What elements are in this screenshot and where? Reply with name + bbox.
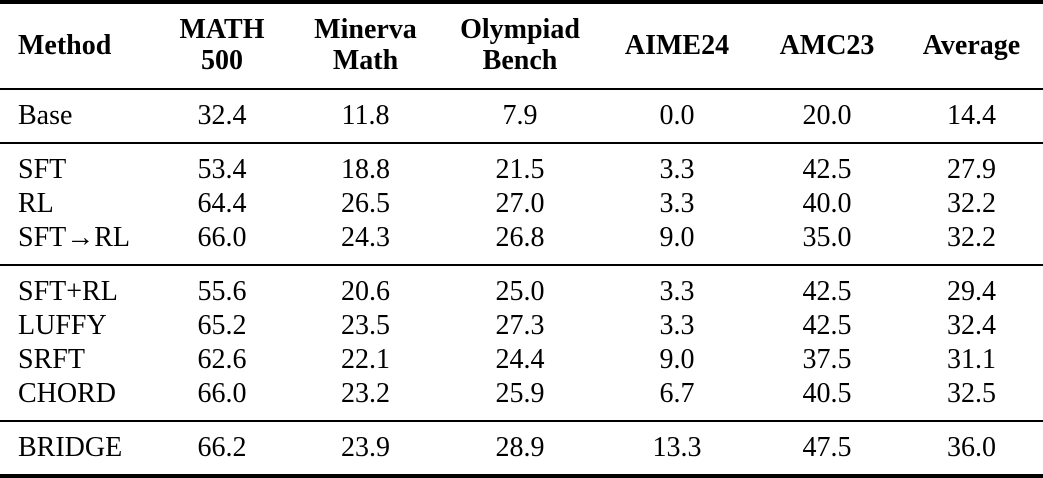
- value-cell: 26.5: [341, 188, 390, 219]
- value-cell: 25.0: [495, 276, 545, 307]
- table-row: LUFFY 65.2 23.5 27.3 3.3 42.5 32.4: [0, 309, 1043, 343]
- column-header-math500: MATH 500: [179, 14, 265, 76]
- table-row: SFT 53.4 18.8 21.5 3.3 42.5 27.9: [0, 143, 1043, 187]
- value-cell: 13.3: [652, 432, 702, 463]
- column-header-average: Average: [922, 29, 1021, 61]
- column-header-amc23: AMC23: [779, 29, 875, 61]
- table-row: SFT+RL 55.6 20.6 25.0 3.3 42.5 29.4: [0, 265, 1043, 309]
- value-cell: 66.0: [197, 378, 247, 409]
- value-cell: 21.5: [495, 154, 545, 185]
- value-cell: 40.5: [802, 378, 852, 409]
- column-header-method: Method: [18, 29, 112, 61]
- value-cell: 9.0: [659, 222, 695, 253]
- value-cell: 42.5: [802, 276, 852, 307]
- value-cell: 24.3: [341, 222, 390, 253]
- table-group-base: Base 32.4 11.8 7.9 0.0 20.0 14.4: [0, 89, 1043, 143]
- table-row: RL 64.4 26.5 27.0 3.3 40.0 32.2: [0, 187, 1043, 221]
- value-cell: 29.4: [947, 276, 996, 307]
- value-cell: 3.3: [659, 276, 695, 307]
- value-cell: 27.3: [495, 310, 545, 341]
- value-cell: 0.0: [659, 100, 695, 131]
- value-cell: 53.4: [197, 154, 247, 185]
- value-cell: 26.8: [495, 222, 545, 253]
- table-row: SFT→RL 66.0 24.3 26.8 9.0 35.0 32.2: [0, 221, 1043, 265]
- value-cell: 27.9: [947, 154, 996, 185]
- column-header-minerva-math: Minerva Math: [314, 14, 417, 76]
- value-cell: 6.7: [659, 378, 695, 409]
- value-cell: 28.9: [495, 432, 545, 463]
- value-cell: 20.0: [802, 100, 852, 131]
- value-cell: 18.8: [341, 154, 390, 185]
- value-cell: 32.4: [197, 100, 247, 131]
- table-group-sequential: SFT 53.4 18.8 21.5 3.3 42.5 27.9 RL 64.4 26.5 27.0…: [0, 143, 1043, 265]
- table-row: SRFT 62.6 22.1 24.4 9.0 37.5 31.1: [0, 343, 1043, 377]
- value-cell: 11.8: [341, 100, 390, 131]
- method-cell: LUFFY: [18, 310, 107, 341]
- value-cell: 7.9: [502, 100, 538, 131]
- method-cell: BRIDGE: [18, 432, 123, 463]
- value-cell: 37.5: [802, 344, 852, 375]
- value-cell: 32.4: [947, 310, 996, 341]
- value-cell: 23.5: [341, 310, 390, 341]
- method-cell: SFT: [18, 154, 67, 185]
- value-cell: 62.6: [197, 344, 247, 375]
- value-cell: 22.1: [341, 344, 390, 375]
- value-cell: 24.4: [495, 344, 545, 375]
- value-cell: 40.0: [802, 188, 852, 219]
- table-row: BRIDGE 66.2 23.9 28.9 13.3 47.5 36.0: [0, 421, 1043, 476]
- value-cell: 31.1: [947, 344, 996, 375]
- table-header-row: Method MATH 500 Minerva Math Olympiad Be…: [0, 2, 1043, 89]
- value-cell: 35.0: [802, 222, 852, 253]
- method-cell: Base: [18, 100, 73, 131]
- value-cell: 3.3: [659, 188, 695, 219]
- method-cell: SRFT: [18, 344, 85, 375]
- value-cell: 3.3: [659, 154, 695, 185]
- method-cell: RL: [18, 188, 54, 219]
- table-header: Method MATH 500 Minerva Math Olympiad Be…: [0, 2, 1043, 89]
- value-cell: 42.5: [802, 154, 852, 185]
- value-cell: 25.9: [495, 378, 545, 409]
- value-cell: 64.4: [197, 188, 247, 219]
- column-header-aime24: AIME24: [624, 29, 730, 61]
- value-cell: 42.5: [802, 310, 852, 341]
- method-cell: SFT→RL: [18, 222, 131, 253]
- value-cell: 14.4: [947, 100, 996, 131]
- value-cell: 23.9: [341, 432, 390, 463]
- value-cell: 32.2: [947, 222, 996, 253]
- table-row: CHORD 66.0 23.2 25.9 6.7 40.5 32.5: [0, 377, 1043, 421]
- method-cell: CHORD: [18, 378, 117, 409]
- method-cell: SFT+RL: [18, 276, 118, 307]
- value-cell: 23.2: [341, 378, 390, 409]
- value-cell: 36.0: [947, 432, 996, 463]
- value-cell: 66.2: [197, 432, 247, 463]
- value-cell: 65.2: [197, 310, 247, 341]
- value-cell: 3.3: [659, 310, 695, 341]
- table-row: Base 32.4 11.8 7.9 0.0 20.0 14.4: [0, 89, 1043, 143]
- column-header-olympiad-bench: Olympiad Bench: [460, 14, 580, 76]
- value-cell: 27.0: [495, 188, 545, 219]
- value-cell: 32.5: [947, 378, 996, 409]
- value-cell: 47.5: [802, 432, 852, 463]
- value-cell: 9.0: [659, 344, 695, 375]
- table-group-bridge: BRIDGE 66.2 23.9 28.9 13.3 47.5 36.0: [0, 421, 1043, 476]
- value-cell: 20.6: [341, 276, 390, 307]
- value-cell: 32.2: [947, 188, 996, 219]
- value-cell: 66.0: [197, 222, 247, 253]
- table-group-combined: SFT+RL 55.6 20.6 25.0 3.3 42.5 29.4 LUFFY 65.2 23…: [0, 265, 1043, 421]
- value-cell: 55.6: [197, 276, 247, 307]
